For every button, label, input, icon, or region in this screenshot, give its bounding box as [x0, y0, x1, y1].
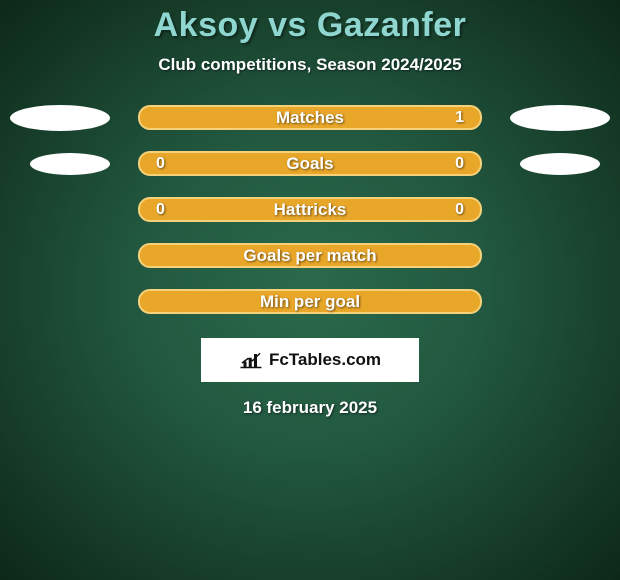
stat-row: Matches1 [0, 105, 620, 130]
stat-bar: Min per goal [138, 289, 482, 314]
stat-value-right: 1 [455, 109, 464, 127]
stat-bar: 0Goals0 [138, 151, 482, 176]
page-title: Aksoy vs Gazanfer [154, 6, 467, 45]
branding-text: FcTables.com [269, 350, 381, 370]
stat-row: Min per goal [0, 289, 620, 314]
player-marker-right [520, 153, 600, 175]
snapshot-date: 16 february 2025 [243, 398, 377, 418]
branding-badge: FcTables.com [201, 338, 419, 382]
stat-value-left: 0 [156, 201, 165, 219]
stat-bar: Matches1 [138, 105, 482, 130]
stat-value-right: 0 [455, 201, 464, 219]
stat-label: Hattricks [140, 200, 480, 220]
player-marker-right [510, 105, 610, 131]
stat-bar: 0Hattricks0 [138, 197, 482, 222]
chart-icon [239, 351, 263, 369]
stat-row: 0Hattricks0 [0, 197, 620, 222]
stat-bar: Goals per match [138, 243, 482, 268]
stats-rows: Matches10Goals00Hattricks0Goals per matc… [0, 105, 620, 314]
stat-row: 0Goals0 [0, 151, 620, 176]
stat-row: Goals per match [0, 243, 620, 268]
player-marker-left [10, 105, 110, 131]
page-subtitle: Club competitions, Season 2024/2025 [158, 55, 461, 75]
stat-label: Matches [140, 108, 480, 128]
stat-value-right: 0 [455, 155, 464, 173]
stat-label: Min per goal [140, 292, 480, 312]
stat-label: Goals per match [140, 246, 480, 266]
stat-value-left: 0 [156, 155, 165, 173]
stat-label: Goals [140, 154, 480, 174]
player-marker-left [30, 153, 110, 175]
